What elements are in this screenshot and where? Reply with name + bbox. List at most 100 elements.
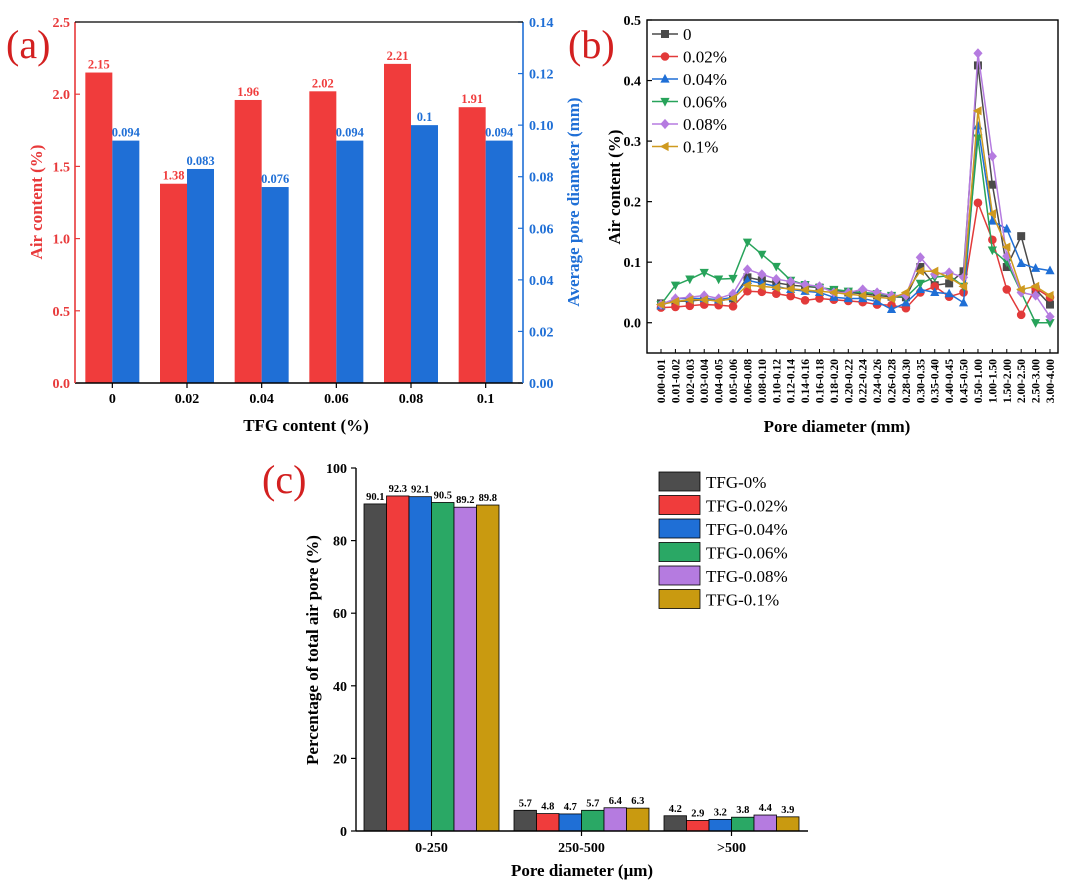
panel-b-x-tick-label: 2.50-3.00 [1031,359,1043,403]
panel-c-data-label: 6.4 [609,796,623,807]
panel-b-label: (b) [568,22,615,67]
panel-c-legend-swatch [658,565,701,586]
panel-c-y-tick-label: 100 [326,462,347,477]
panel-a-bar-air-content [458,107,486,384]
panel-b-series-line [660,110,1051,306]
panel-b-x-tick-label: 1.50-2.00 [1002,359,1014,403]
panel-b-legend-label: 0.1% [683,138,718,157]
panel-b-x-tick-label: 0.50-1.00 [973,359,985,403]
panel-a-y-tick-label: 0.0 [53,377,71,392]
panel-c-x-tick-label: 0-250 [415,841,448,856]
panel-a-data-label: 0.076 [261,172,289,186]
panel-b-data-point [945,279,954,288]
panel-b-data-point [843,293,853,303]
panel-b-data-point [972,106,982,116]
panel-b-data-point [699,268,709,278]
panel-a-x-tick-label: 0.06 [324,392,349,407]
panel-b-x-tick-label: 0.24-0.26 [872,359,884,403]
panel-a-y2-tick-label: 0.06 [529,222,554,237]
panel-a-y2-axis-title: Average pore diameter (mm) [564,97,583,306]
panel-b-data-point [916,263,925,272]
panel-b-legend-marker [659,141,669,152]
panel-b-data-point [987,215,997,225]
panel-a-bar-air-content [234,99,262,383]
panel-c-data-label: 3.9 [781,805,794,816]
panel-b-data-point [771,262,781,272]
panel-b-data-point [915,284,925,294]
panel-b-x-tick-label: 0.00-0.01 [656,359,668,403]
panel-b-data-point [685,275,695,285]
panel-b-data-point [1016,287,1026,298]
panel-b-x-tick-label: 1.00-1.50 [987,359,999,403]
panel-b-y-tick-label: 0.3 [624,135,642,150]
panel-c-data-label: 2.9 [691,808,704,819]
panel-a-y2-tick-label: 0.08 [529,171,554,186]
panel-b: (b) 0.0 0.1 0.2 0.3 0.4 0.5 0.00-0.01 0.01-0.02… [568,14,1059,436]
panel-b-data-point [930,287,940,297]
panel-a-x-tick-label: 0.04 [249,392,274,407]
panel-b-data-point [973,198,983,208]
panel-b-data-point [670,281,681,291]
panel-c-bar [776,816,800,832]
panel-b-data-point [684,295,694,305]
panel-c-bar [513,809,537,832]
panel-b-data-point [987,246,997,256]
panel-b-data-point [958,297,969,307]
panel-b-data-point [1045,265,1055,275]
panel-c-bar [581,809,605,832]
panel-c-y-axis-title: Percentage of total air pore (%) [303,535,322,765]
panel-b-data-point [987,151,997,162]
panel-b-series-line [660,53,1051,318]
panel-c-data-label: 90.1 [366,492,384,503]
panel-c-bar [408,496,432,832]
panel-b-y-tick-label: 0.1 [624,256,642,271]
panel-b-x-tick-label: 0.26-0.28 [887,359,899,403]
panel-a-data-label: 0.094 [112,126,141,140]
panel-b-data-point [670,296,680,307]
panel-a-y-tick-label: 2.0 [53,88,71,103]
panel-b-data-point [1017,232,1026,241]
panel-b-x-tick-label: 0.45-0.50 [959,359,971,403]
panel-b-data-point [786,276,796,287]
panel-b-data-point [786,291,795,301]
panel-c-data-label: 6.3 [631,796,644,807]
panel-b-data-point [1046,300,1054,309]
panel-b-data-point [800,296,810,305]
panel-c-bar [453,506,477,832]
panel-b-x-tick-label: 0.35-0.40 [930,359,942,403]
panel-a-plot: 0.0 0.5 1.0 1.5 2.0 2.5 0.00 0.02 0.04 0.06 0.08 0.… [53,16,554,407]
panel-c-legend-label: TFG-0.02% [706,497,788,516]
panel-b-series-line [660,137,1050,324]
panel-c-data-label: 89.2 [456,495,474,506]
panel-c-legend-swatch [658,471,701,492]
panel-b-x-tick-label: 0.18-0.20 [829,359,841,403]
panel-c-data-label: 3.2 [714,807,727,818]
panel-a-bar-pore-diameter [485,140,513,383]
panel-c-bar [476,504,500,832]
panel-b-data-point [655,299,665,310]
panel-b-data-point [814,286,824,296]
panel-b-y-tick-label: 0.5 [624,14,642,29]
panel-b-legend-marker [660,52,670,61]
panel-a-y2-tick-label: 0.02 [529,325,554,340]
panel-b-plot: 0.00.10.20.30.40.50.00-0.01 0.01-0.02 0.02… [624,14,1059,403]
panel-b-data-point [1045,319,1055,328]
panel-b-y-tick-label: 0.2 [624,196,642,211]
panel-c-bar [753,814,777,832]
panel-c-bar [536,813,560,832]
panel-b-data-point [814,281,825,292]
panel-a-y2-tick-label: 0.10 [529,119,554,134]
panel-c-data-label: 92.3 [389,484,407,495]
panel-b-legend-marker [660,73,670,83]
panel-b-data-point [815,294,824,303]
panel-c-legend-swatch [658,518,701,539]
panel-a-bar-air-content [384,63,411,383]
panel-b-data-point [757,250,767,260]
panel-b-x-tick-label: 0.30-0.35 [915,359,927,403]
panel-b-data-point [988,235,997,245]
panel-b-data-point [886,293,896,304]
panel-b-x-tick-label: 0.04-0.05 [714,359,726,403]
panel-b-data-point [714,275,724,285]
panel-c-y-tick-label: 20 [333,752,347,767]
